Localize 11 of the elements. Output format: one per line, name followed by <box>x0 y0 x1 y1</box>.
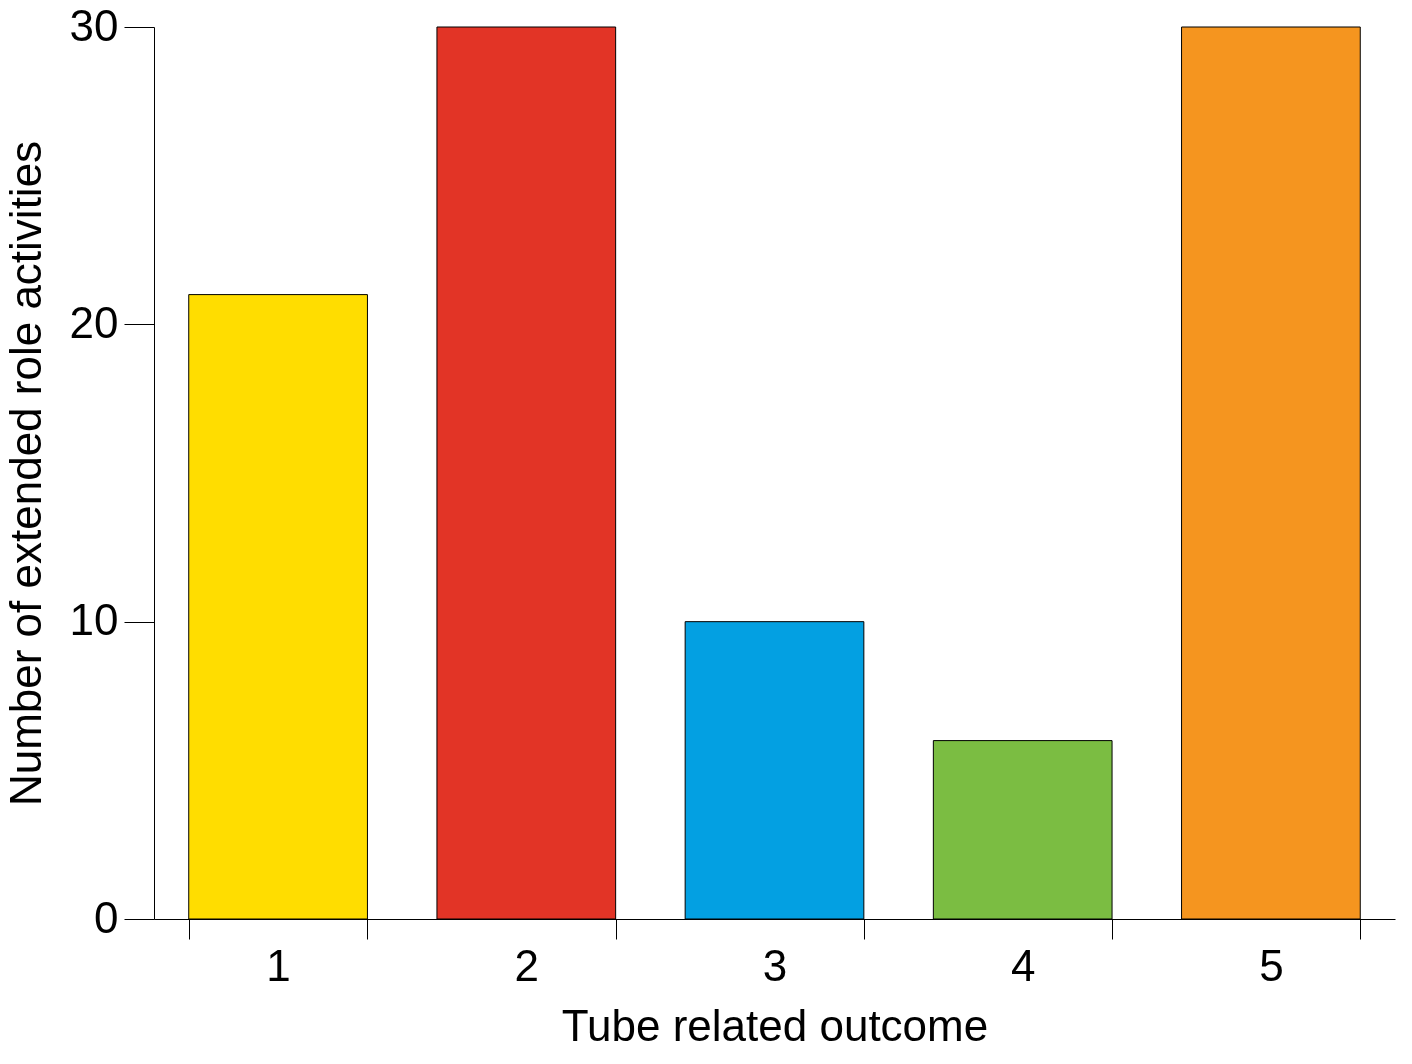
y-tick-label: 20 <box>69 297 119 347</box>
x-axis-title: Tube related outcome <box>561 1000 989 1050</box>
x-tick-label: 4 <box>1010 940 1036 990</box>
x-tick-label: 3 <box>762 940 788 990</box>
y-tick-label: 30 <box>69 0 119 50</box>
y-tick-label: 0 <box>94 892 119 942</box>
y-axis-title: Number of extended role activities <box>0 140 50 807</box>
y-tick-label: 10 <box>69 595 119 645</box>
x-tick-label: 5 <box>1259 940 1284 990</box>
x-tick-label: 2 <box>514 940 540 990</box>
x-tick-label: 1 <box>266 940 291 990</box>
